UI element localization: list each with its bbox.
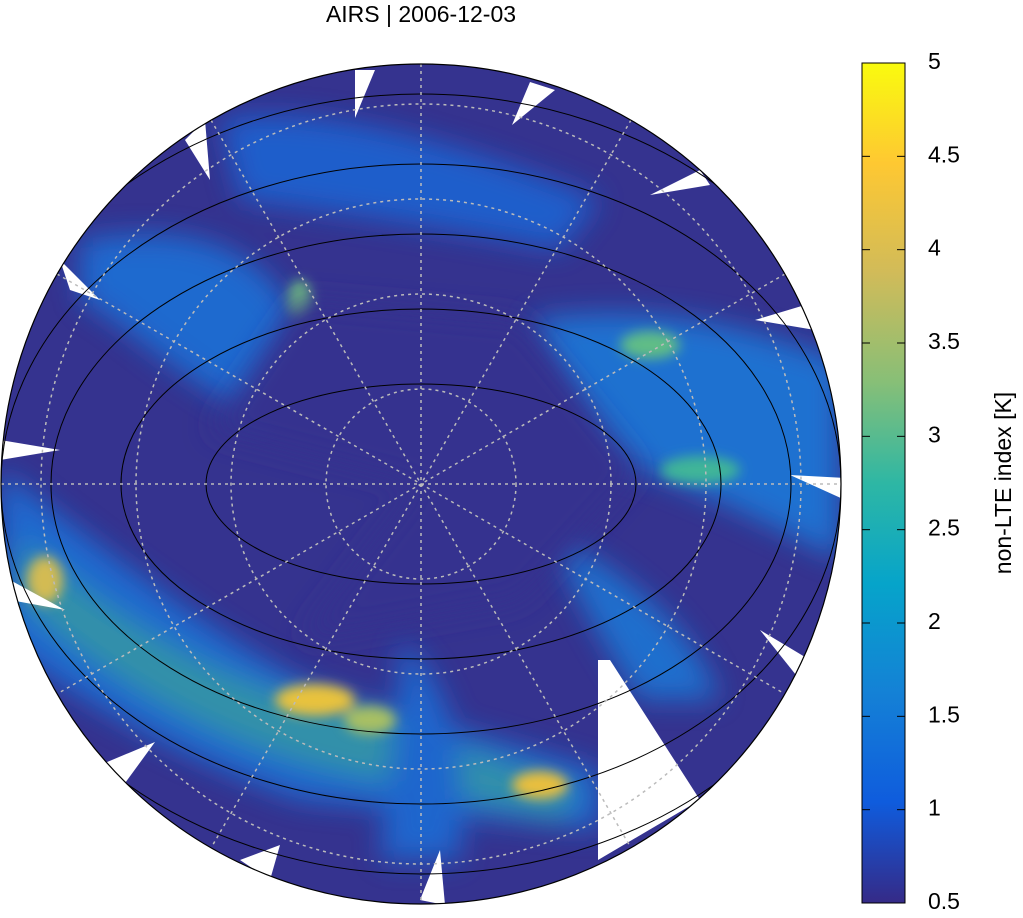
colorbar-tick-label: 2 [928,608,941,634]
colorbar-tick-label: 2.5 [928,515,960,541]
colorbar-tick-label: 3 [928,421,941,447]
title: AIRS | 2006-12-03 [326,1,516,27]
colorbar-label: non-LTE index [K] [990,392,1016,574]
map-border [0,63,842,905]
colorbar-tick-label: 3.5 [928,328,960,354]
colorbar-tick-label: 4 [928,235,941,261]
graticule [1,64,841,904]
colorbar-tick-label: 0.5 [928,888,960,913]
colorbar-tick-label: 1.5 [928,701,960,727]
hotspots [27,280,740,799]
map [1,64,841,904]
swaths [1,115,840,860]
colorbar-tick-label: 1 [928,795,941,821]
colorbar-tick-label: 5 [928,48,941,74]
polar-cap [210,300,640,640]
colorbar-tick-label: 4.5 [928,141,960,167]
colorbar [861,62,906,904]
